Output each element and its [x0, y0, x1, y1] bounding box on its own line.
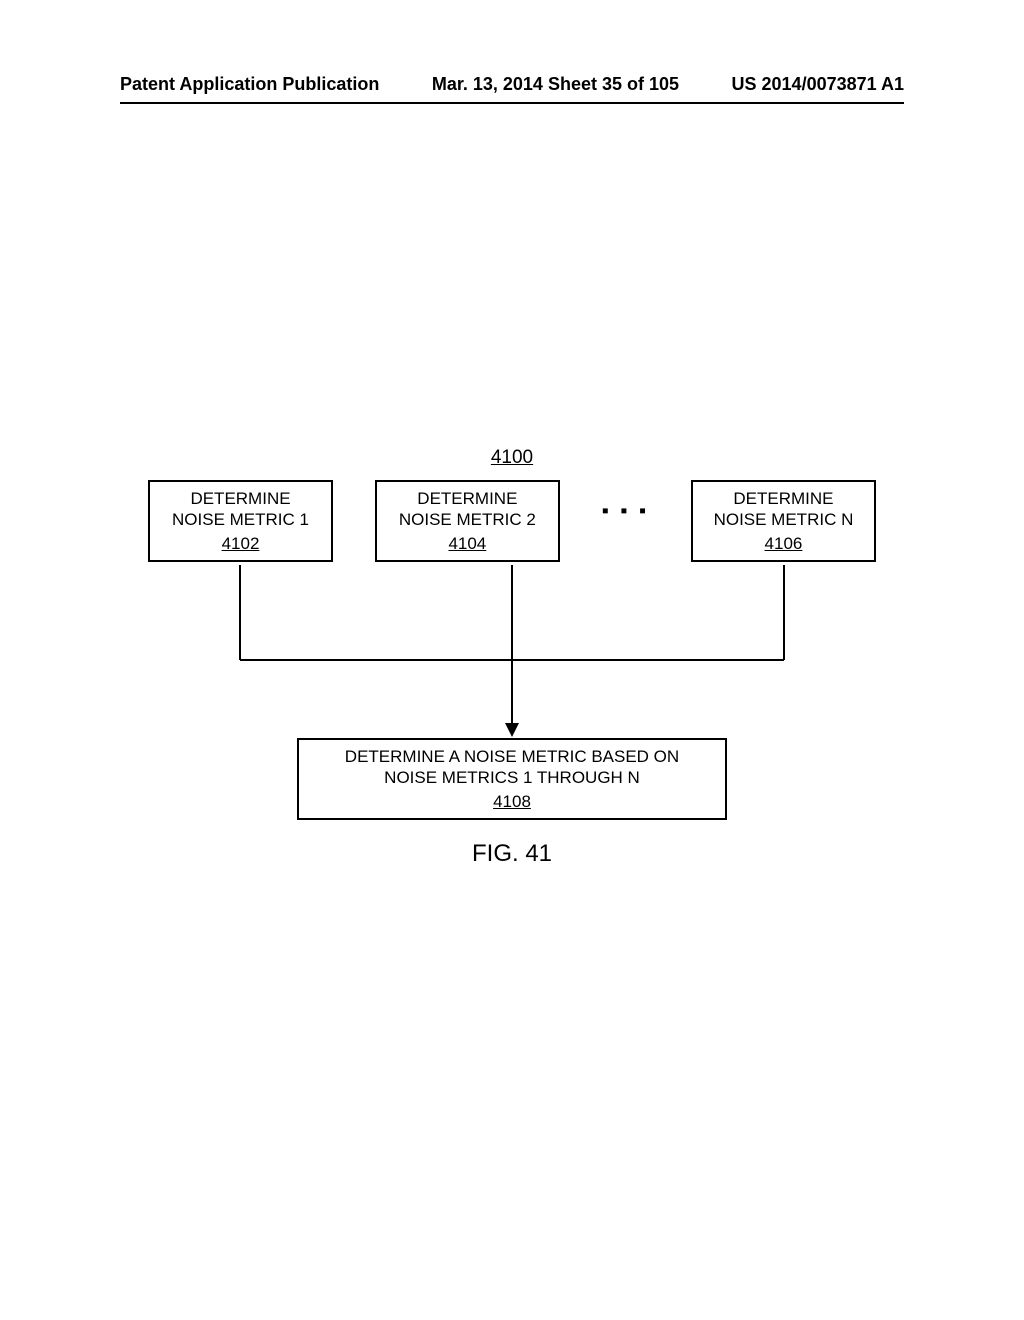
flowchart-top-row: DETERMINE NOISE METRIC 1 4102 DETERMINE …	[148, 480, 876, 562]
header-left: Patent Application Publication	[120, 74, 379, 95]
node-line: NOISE METRICS 1 THROUGH N	[384, 768, 640, 787]
node-metric-2: DETERMINE NOISE METRIC 2 4104	[375, 480, 560, 562]
header-center: Mar. 13, 2014 Sheet 35 of 105	[432, 74, 679, 95]
diagram-ref: 4100	[491, 447, 533, 469]
flowchart-connectors	[0, 565, 1024, 745]
node-ref: 4106	[703, 533, 864, 554]
node-line: NOISE METRIC 1	[172, 510, 309, 529]
header-rule	[120, 102, 904, 104]
ellipsis: ▪ ▪ ▪	[602, 500, 649, 523]
node-line: DETERMINE	[733, 489, 833, 508]
node-ref: 4108	[309, 791, 715, 812]
page-header: Patent Application Publication Mar. 13, …	[0, 74, 1024, 95]
node-line: DETERMINE	[190, 489, 290, 508]
node-ref: 4102	[160, 533, 321, 554]
node-line: NOISE METRIC 2	[399, 510, 536, 529]
node-line: NOISE METRIC N	[714, 510, 854, 529]
node-line: DETERMINE	[417, 489, 517, 508]
header-right: US 2014/0073871 A1	[732, 74, 904, 95]
node-result: DETERMINE A NOISE METRIC BASED ON NOISE …	[297, 738, 727, 820]
node-metric-1: DETERMINE NOISE METRIC 1 4102	[148, 480, 333, 562]
node-ref: 4104	[387, 533, 548, 554]
node-line: DETERMINE A NOISE METRIC BASED ON	[345, 747, 679, 766]
figure-caption: FIG. 41	[472, 840, 552, 868]
node-metric-n: DETERMINE NOISE METRIC N 4106	[691, 480, 876, 562]
